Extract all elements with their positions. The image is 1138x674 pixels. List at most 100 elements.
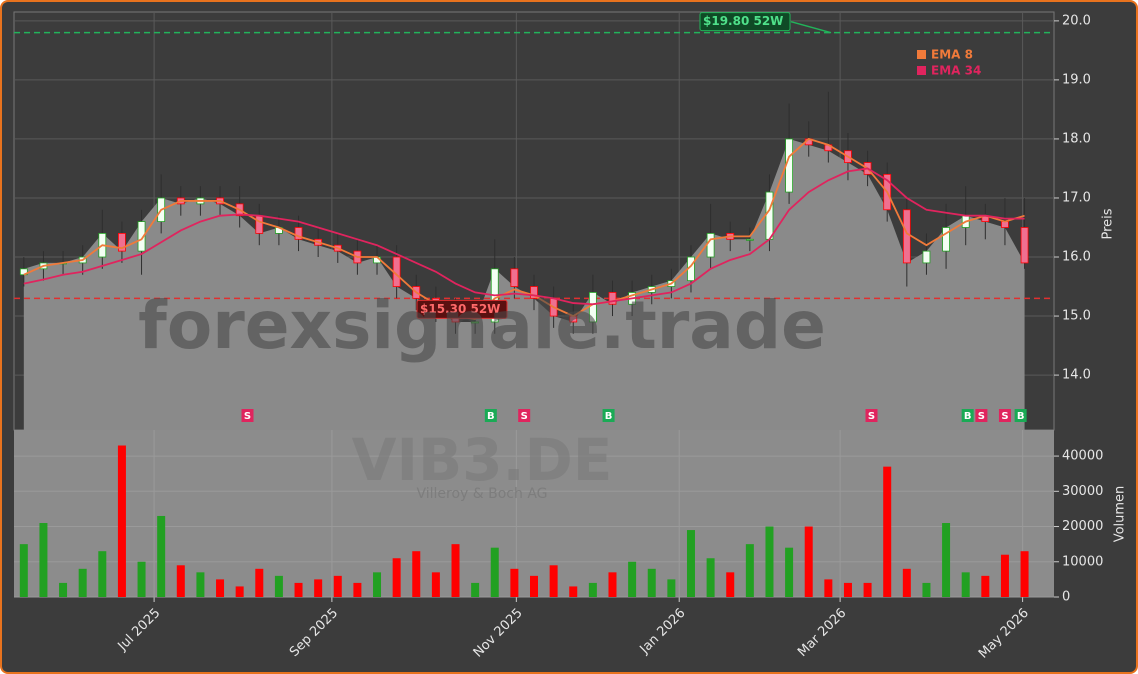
candle-body [706,232,715,258]
x-tick-label: Mar 2026 [795,606,849,660]
ticker-watermark: VIB3.DE [352,426,613,494]
y-axis-label: Preis [1101,208,1116,239]
volume-bar [39,523,48,597]
signal-label: B [964,411,972,422]
volume-bar [686,530,695,597]
volume-bar [255,568,264,597]
volume-bar [78,568,87,597]
volume-bar [59,582,68,597]
volume-bar [902,568,911,597]
x-tick-label: Nov 2025 [471,606,526,661]
volume-bar [392,558,401,597]
volume-bar [176,565,185,597]
reference-label: $19.80 52W [703,14,783,28]
candle-body [922,250,931,264]
y2-tick-label: 40000 [1062,449,1103,464]
y2-tick-label: 0 [1062,590,1070,605]
signal-marker [1014,409,1027,422]
y-tick-label: 19.0 [1062,72,1091,87]
reference-label-box [699,12,791,32]
volume-bar [961,572,970,597]
signal-label: B [605,411,613,422]
y-tick-label: 18.0 [1062,131,1091,146]
x-tick-label: Sep 2025 [287,606,341,660]
signal-marker [998,409,1011,422]
signal-label: S [978,411,985,422]
volume-bar [216,579,225,597]
legend-swatch [917,50,926,59]
y2-tick-label: 20000 [1062,519,1103,534]
volume-bar [588,582,597,597]
volume-bar [235,586,244,597]
volume-bar [785,547,794,597]
y2-tick-label: 10000 [1062,554,1103,569]
candle-body [294,227,303,240]
volume-bar [667,579,676,597]
volume-bar [294,582,303,597]
volume-bar [628,561,637,597]
volume-bar [431,572,440,597]
volume-bar [333,575,342,597]
signal-label: S [244,411,251,422]
candle-body [942,227,950,252]
volume-bar [98,551,107,597]
y-tick-label: 17.0 [1062,190,1091,205]
volume-bar [883,466,892,597]
candle-body [255,215,264,234]
reference-label: $15.30 52W [420,302,500,316]
y-tick-label: 20.0 [1062,13,1091,28]
reference-arrow [790,20,832,34]
signal-label: B [1017,411,1025,422]
candle-body [902,209,911,264]
signal-label: S [521,411,528,422]
candle-body [608,292,617,305]
volume-bar [922,582,931,597]
volume-panel [14,430,1054,597]
candle-body [1020,227,1029,264]
candle-body [765,191,774,240]
volume-bar [471,582,480,597]
volume-bar [942,523,951,597]
candle-body [745,238,754,241]
volume-bar [549,565,558,597]
watermark: forexsignale.trade [138,287,826,364]
candle-body [137,221,146,252]
x-tick-label: Jul 2025 [115,606,164,655]
volume-bar [726,572,735,597]
volume-bar [530,575,538,597]
company-watermark: Villeroy & Boch AG [416,486,547,502]
candle-body [471,321,480,324]
volume-bar [804,526,813,597]
volume-bar [765,526,774,597]
reference-label-box [416,299,508,319]
volume-bar [843,582,852,597]
ema-line [23,167,1025,306]
signal-label: B [487,411,495,422]
volume-bar [353,582,362,597]
volume-bar [608,572,617,597]
legend-label: EMA 8 [931,48,973,62]
y-tick-label: 15.0 [1062,309,1091,324]
volume-bar [1000,554,1009,597]
volume-bar [137,561,146,597]
volume-bar [196,572,205,597]
volume-bar [824,579,833,597]
y-tick-label: 14.0 [1062,368,1091,383]
signal-marker [484,409,497,422]
volume-bar [745,544,754,597]
price-area [23,138,1025,430]
volume-bar [510,568,519,597]
legend-label: EMA 34 [931,64,981,78]
volume-bar [274,575,283,597]
volume-bar [1020,551,1029,597]
candle-body [118,232,126,252]
volume-bar [706,558,715,597]
y2-tick-label: 30000 [1062,484,1103,499]
volume-bar [117,445,126,597]
volume-bar [314,579,323,597]
volume-bar [19,544,28,597]
ema-line [23,137,1025,320]
signal-label: S [868,411,875,422]
legend-swatch [917,66,926,75]
